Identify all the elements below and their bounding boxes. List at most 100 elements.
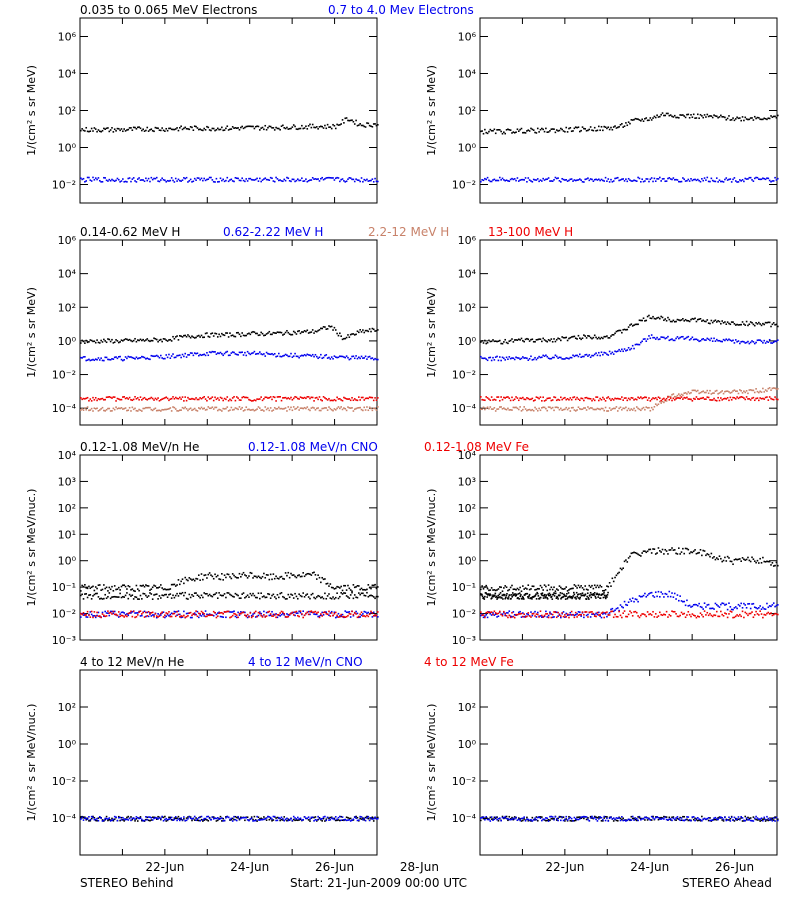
data-point xyxy=(191,409,193,412)
data-point xyxy=(574,126,577,128)
data-point xyxy=(683,396,686,399)
data-point xyxy=(84,613,86,615)
data-point xyxy=(260,353,262,355)
data-point xyxy=(597,408,600,410)
data-point xyxy=(294,592,296,595)
data-point xyxy=(637,176,639,179)
data-point xyxy=(241,177,243,180)
data-point xyxy=(484,399,486,402)
data-point xyxy=(751,179,753,181)
data-point xyxy=(366,614,368,617)
data-point xyxy=(482,614,485,616)
data-point xyxy=(264,576,267,579)
data-point xyxy=(551,588,554,591)
data-point xyxy=(120,180,123,182)
data-point xyxy=(574,585,577,587)
data-point xyxy=(371,612,374,614)
data-point xyxy=(536,613,539,616)
data-point xyxy=(374,615,376,617)
data-point xyxy=(183,355,185,358)
data-point xyxy=(229,179,231,181)
data-point xyxy=(702,390,705,393)
data-point xyxy=(597,351,600,354)
data-point xyxy=(481,595,484,598)
data-point xyxy=(130,180,132,183)
data-point xyxy=(749,341,752,344)
data-point xyxy=(294,408,296,410)
data-point xyxy=(278,331,280,334)
data-point xyxy=(158,595,161,597)
data-point xyxy=(294,331,296,334)
data-point xyxy=(657,615,660,617)
data-point xyxy=(157,598,159,600)
data-point xyxy=(246,180,249,182)
data-point xyxy=(640,396,642,398)
data-point xyxy=(131,178,134,180)
data-point xyxy=(123,128,125,130)
data-point xyxy=(248,596,250,598)
data-point xyxy=(762,397,764,400)
data-point xyxy=(359,399,361,401)
data-point xyxy=(513,406,516,409)
data-point xyxy=(572,406,574,409)
data-point xyxy=(315,596,318,598)
data-point xyxy=(218,352,220,355)
data-point xyxy=(214,396,216,399)
data-point xyxy=(146,818,149,821)
data-point xyxy=(286,574,288,577)
data-point xyxy=(503,611,505,614)
data-point xyxy=(499,592,502,594)
data-point xyxy=(196,610,199,613)
data-point xyxy=(329,816,332,819)
data-point xyxy=(657,316,660,319)
data-point xyxy=(222,616,224,618)
data-point xyxy=(599,597,602,600)
data-point xyxy=(187,816,189,818)
data-point xyxy=(183,816,185,818)
data-point xyxy=(717,615,719,618)
data-point xyxy=(756,397,759,399)
data-point xyxy=(337,334,340,337)
data-point xyxy=(545,178,547,181)
data-point xyxy=(174,585,177,587)
data-point xyxy=(237,817,239,819)
data-point xyxy=(589,586,592,589)
data-point xyxy=(500,596,503,599)
data-point xyxy=(547,177,550,179)
data-point xyxy=(634,551,637,554)
data-point xyxy=(244,614,246,617)
data-point xyxy=(204,574,207,576)
data-point xyxy=(583,613,585,616)
data-point xyxy=(107,407,109,410)
data-point xyxy=(216,597,219,599)
data-point xyxy=(531,128,534,131)
data-point xyxy=(341,119,344,121)
data-point xyxy=(284,615,287,618)
data-point xyxy=(131,356,134,359)
data-point xyxy=(580,356,582,359)
data-point xyxy=(165,396,168,399)
data-point xyxy=(516,397,519,399)
data-point xyxy=(349,399,352,402)
data-point xyxy=(135,340,138,343)
data-point xyxy=(741,607,744,609)
data-point xyxy=(597,586,600,589)
data-point xyxy=(93,340,96,343)
data-point xyxy=(502,593,505,596)
data-point xyxy=(348,398,351,400)
data-point xyxy=(272,127,275,129)
data-point xyxy=(569,588,572,590)
data-point xyxy=(595,352,597,354)
data-point xyxy=(287,177,290,180)
data-point xyxy=(340,178,342,181)
data-point xyxy=(233,408,235,411)
data-point xyxy=(512,594,515,597)
data-point xyxy=(714,614,717,617)
data-point xyxy=(268,353,271,355)
data-point xyxy=(602,337,604,340)
data-point xyxy=(634,409,637,412)
data-point xyxy=(374,614,376,616)
data-point xyxy=(157,397,159,399)
data-point xyxy=(527,584,530,586)
data-point xyxy=(584,407,587,409)
